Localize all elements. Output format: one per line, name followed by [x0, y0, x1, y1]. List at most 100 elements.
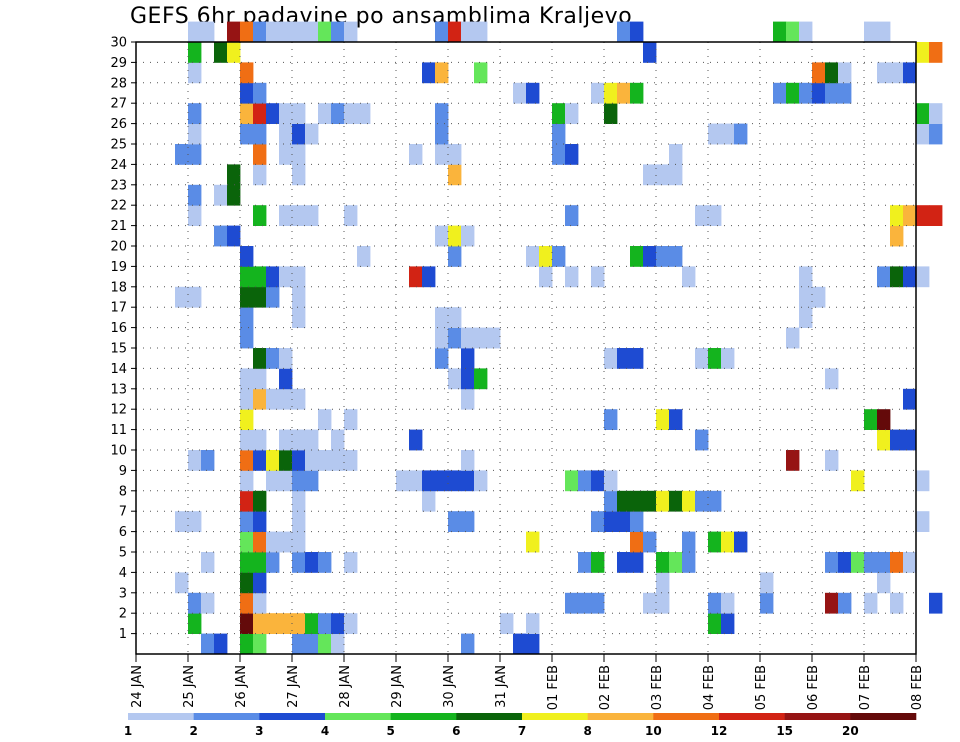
precip-cell	[292, 123, 306, 145]
precip-cell	[929, 42, 943, 63]
precip-cell	[409, 266, 423, 288]
precip-cell	[539, 246, 553, 267]
precip-cell	[253, 633, 267, 655]
y-tick-label: 6	[119, 525, 127, 540]
precip-cell	[240, 327, 254, 349]
precip-cell	[448, 327, 462, 349]
precip-cell	[422, 266, 436, 288]
precip-cell	[279, 368, 293, 390]
precip-cell	[916, 266, 930, 288]
precip-cell	[240, 388, 254, 410]
precip-cell	[578, 470, 592, 492]
precip-cell	[240, 552, 254, 573]
precip-cell	[591, 552, 605, 573]
precip-cell	[188, 103, 202, 124]
precip-cell	[214, 225, 228, 247]
y-tick-label: 20	[110, 240, 127, 255]
precip-cell	[656, 572, 670, 594]
y-tick-label: 13	[110, 382, 127, 397]
legend-label: 2	[189, 724, 197, 738]
precip-cell	[643, 592, 657, 614]
precip-cell	[461, 327, 475, 349]
precip-cell	[188, 62, 202, 84]
precip-cell	[409, 144, 423, 165]
precip-cell	[799, 21, 813, 43]
precip-cell	[825, 592, 839, 614]
precip-cell	[630, 348, 644, 369]
precip-cell	[591, 511, 605, 532]
precip-cell	[591, 82, 605, 104]
precip-cell	[630, 82, 644, 104]
precip-cell	[227, 21, 241, 43]
precip-cell	[721, 123, 735, 145]
precip-cell	[552, 123, 566, 145]
x-tick-label: 24 JAN	[130, 665, 145, 708]
precip-cell	[292, 164, 306, 186]
precip-cell	[201, 21, 215, 43]
precip-cell	[864, 21, 878, 43]
precip-cell	[305, 633, 319, 655]
y-tick-label: 8	[119, 484, 127, 499]
precip-cell	[604, 511, 618, 532]
precip-cell	[292, 307, 306, 328]
precip-cell	[760, 572, 774, 594]
precip-cell	[344, 205, 358, 226]
precip-cell	[331, 633, 345, 655]
precip-cell	[474, 327, 488, 349]
precip-cell	[448, 470, 462, 492]
precip-cell	[318, 450, 332, 471]
precip-cell	[851, 552, 865, 573]
precip-cell	[240, 429, 254, 451]
precip-cell	[916, 103, 930, 124]
precip-cell	[266, 103, 280, 124]
precip-cell	[461, 511, 475, 532]
y-tick-label: 9	[119, 464, 127, 479]
precip-cell	[916, 205, 930, 226]
precip-cell	[201, 552, 215, 573]
precip-cell	[461, 348, 475, 369]
precip-cell	[669, 164, 683, 186]
x-tick-label: 29 JAN	[390, 665, 405, 708]
legend-swatch	[259, 713, 326, 720]
precip-cell	[357, 103, 371, 124]
y-tick-label: 19	[110, 260, 127, 275]
precip-cell	[266, 531, 280, 553]
precip-cell	[877, 552, 891, 573]
precip-cell	[188, 144, 202, 165]
precip-cell	[422, 62, 436, 84]
precip-cell	[448, 164, 462, 186]
precip-cell	[292, 429, 306, 451]
precip-cell	[695, 205, 709, 226]
legend-label: 12	[711, 724, 728, 738]
y-tick-label: 1	[119, 627, 127, 642]
precip-cell	[565, 144, 579, 165]
precip-cell	[305, 613, 319, 634]
y-tick-label: 5	[119, 546, 127, 561]
precip-cell	[630, 552, 644, 573]
precip-cell	[318, 409, 332, 430]
precip-cell	[916, 511, 930, 532]
precip-cell	[669, 246, 683, 267]
precip-cell	[253, 388, 267, 410]
precip-cell	[864, 592, 878, 614]
precip-cell	[292, 144, 306, 165]
precip-cell	[825, 450, 839, 471]
precip-cell	[292, 205, 306, 226]
precip-cell	[617, 21, 631, 43]
precip-cell	[838, 62, 852, 84]
y-tick-label: 26	[110, 117, 127, 132]
precip-cell	[903, 552, 917, 573]
precip-cell	[565, 592, 579, 614]
precip-cell	[188, 592, 202, 614]
precip-cell	[864, 409, 878, 430]
precip-cell	[175, 511, 189, 532]
precip-cell	[461, 633, 475, 655]
precip-cell	[617, 82, 631, 104]
precip-cell	[695, 490, 709, 512]
precip-cell	[812, 82, 826, 104]
precip-cell	[708, 613, 722, 634]
precip-cell	[604, 103, 618, 124]
precip-cell	[240, 450, 254, 471]
x-tick-label: 30 JAN	[442, 665, 457, 708]
legend-label: 6	[452, 724, 460, 738]
